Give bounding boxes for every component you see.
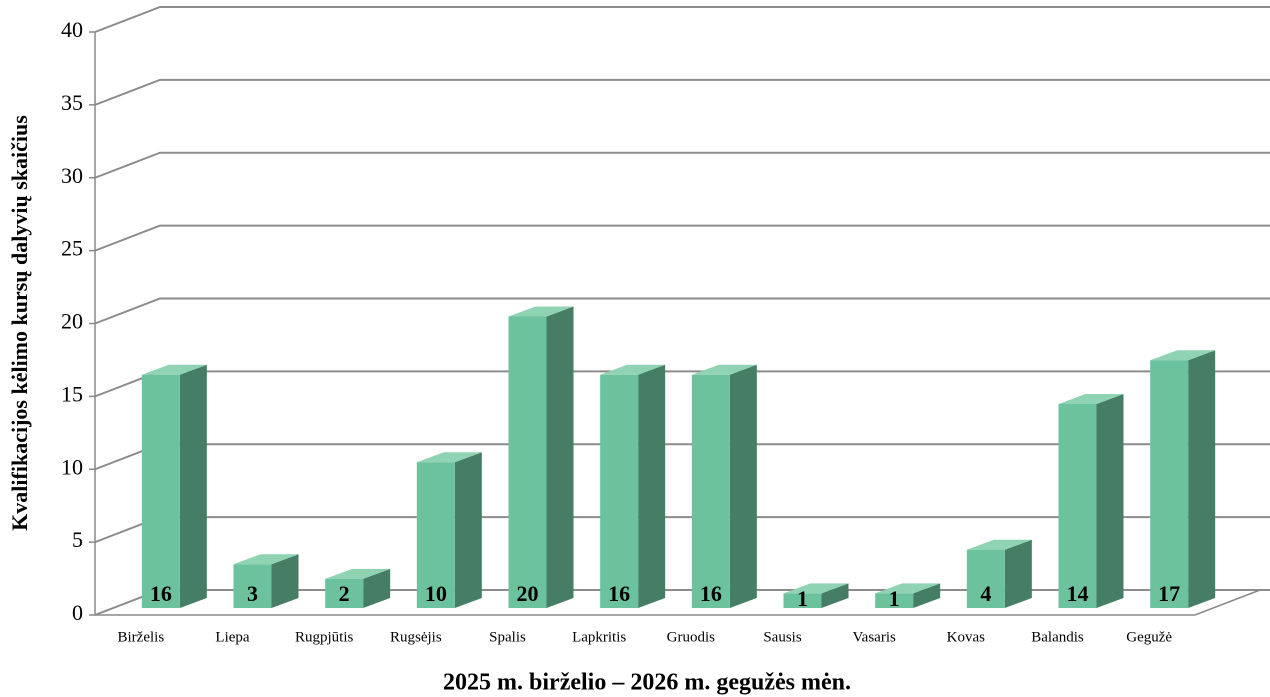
bar [691, 374, 730, 608]
data-label: 16 [150, 581, 172, 606]
grid-line [94, 370, 1270, 398]
grid-line [94, 151, 1270, 179]
x-tick-label: Liepa [215, 629, 249, 645]
data-label: 20 [517, 581, 539, 606]
data-label: 2 [339, 581, 350, 606]
bar [1058, 403, 1097, 608]
grid-line [94, 297, 1270, 325]
y-tick-label: 5 [72, 527, 83, 552]
y-tick-label: 20 [61, 309, 83, 334]
bar-side [363, 568, 391, 608]
data-label: 1 [797, 586, 808, 611]
x-tick-label: Gegužė [1126, 629, 1172, 645]
bar-side [1004, 539, 1032, 608]
x-tick-label: Kovas [947, 629, 985, 645]
y-tick-label: 10 [61, 454, 83, 479]
data-label: 4 [980, 581, 991, 606]
data-label: 17 [1158, 581, 1180, 606]
y-tick-label: 40 [61, 17, 83, 42]
bar-top [233, 554, 299, 565]
y-tick-label: 35 [61, 90, 83, 115]
bar-side [1096, 393, 1124, 608]
bar [141, 374, 180, 608]
bar-side [821, 583, 849, 608]
x-tick-label: Lapkritis [572, 629, 626, 645]
y-tick-label: 0 [72, 600, 83, 625]
bar-top [508, 306, 574, 317]
bar-top [875, 583, 941, 594]
y-tick-label: 15 [61, 381, 83, 406]
bar-top [325, 568, 391, 579]
bar-side [271, 554, 299, 608]
data-label: 10 [425, 581, 447, 606]
x-tick-label: Rugsėjis [390, 629, 442, 645]
bar [783, 593, 822, 608]
y-axis-title: Kvalifikacijos kėlimo kursų dalyvių skai… [7, 115, 32, 531]
grid-line [94, 224, 1270, 252]
bar [416, 462, 455, 608]
bar-top [691, 364, 757, 375]
bar-top [966, 539, 1032, 550]
bar [600, 374, 639, 608]
grid-line [94, 78, 1270, 106]
x-tick-label: Gruodis [667, 629, 715, 645]
x-tick-label: Sausis [763, 629, 802, 645]
bar-side [638, 364, 666, 608]
bar-top [141, 364, 207, 375]
bar [508, 316, 547, 608]
bar-top [1058, 393, 1124, 404]
grid-line [94, 6, 1270, 33]
y-tick-label: 25 [61, 236, 83, 261]
x-axis-title: 2025 m. birželio – 2026 m. gegužės mėn. [443, 670, 851, 696]
data-label: 14 [1067, 581, 1089, 606]
x-tick-label: Balandis [1031, 629, 1084, 645]
x-tick-label: Birželis [118, 629, 165, 645]
bar-top [600, 364, 666, 375]
bar-side [913, 583, 941, 608]
bar [966, 549, 1005, 608]
bar-side [546, 306, 574, 608]
bar-top [1150, 350, 1216, 361]
bar [233, 564, 272, 608]
bar-side [729, 364, 757, 608]
bar [875, 593, 914, 608]
bar [325, 578, 364, 608]
x-tick-label: Rugpjūtis [295, 629, 354, 645]
bar-top [416, 452, 482, 463]
bar-side [454, 452, 482, 608]
data-label: 16 [608, 581, 630, 606]
y-tick-label: 30 [61, 163, 83, 188]
bar [1150, 360, 1189, 608]
bar-side [179, 364, 207, 608]
data-label: 1 [889, 586, 900, 611]
bar-side [1188, 350, 1216, 608]
x-tick-label: Vasaris [853, 629, 896, 645]
bar-top [783, 583, 849, 594]
x-tick-label: Spalis [489, 629, 526, 645]
data-label: 16 [700, 581, 722, 606]
data-label: 3 [247, 581, 258, 606]
